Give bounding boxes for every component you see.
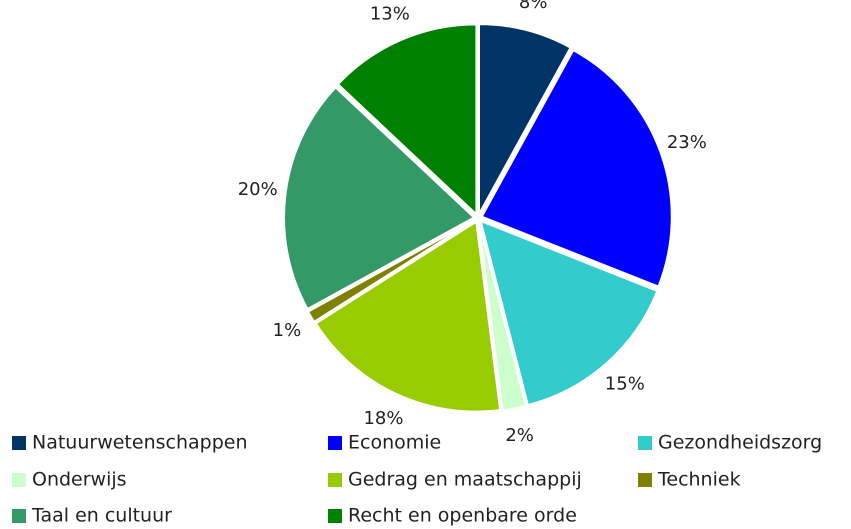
legend-label: Gedrag en maatschappij (348, 469, 582, 491)
data-label: 20% (238, 179, 278, 200)
legend-swatch (12, 473, 26, 487)
legend-label: Economie (348, 432, 441, 454)
legend-label: Gezondheidszorg (658, 432, 822, 454)
pie-slice (477, 221, 528, 412)
pie-slice (336, 23, 478, 217)
data-label: 1% (273, 320, 302, 341)
legend-swatch (638, 473, 652, 487)
legend-label: Recht en openbare orde (348, 505, 577, 527)
legend-swatch (638, 436, 652, 450)
data-label: 13% (370, 3, 410, 24)
legend-swatch (328, 436, 342, 450)
pie-slice (283, 86, 476, 311)
legend-label: Onderwijs (32, 469, 127, 491)
pie-slice (306, 219, 476, 324)
data-label: 23% (667, 132, 707, 153)
pie-slice (477, 23, 572, 215)
pie-slice (314, 219, 502, 413)
data-label: 18% (363, 408, 403, 429)
data-label: 15% (605, 374, 645, 395)
legend-label: Natuurwetenschappen (32, 432, 248, 454)
legend-swatch (12, 509, 26, 523)
pie-slice (479, 219, 659, 407)
legend-swatch (328, 473, 342, 487)
legend-swatch (328, 509, 342, 523)
legend-swatch (12, 436, 26, 450)
data-label: 2% (505, 425, 534, 446)
legend-label: Techniek (657, 469, 741, 491)
data-label: 8% (519, 0, 548, 13)
pie-slice (480, 48, 673, 288)
legend-label: Taal en cultuur (31, 505, 172, 527)
